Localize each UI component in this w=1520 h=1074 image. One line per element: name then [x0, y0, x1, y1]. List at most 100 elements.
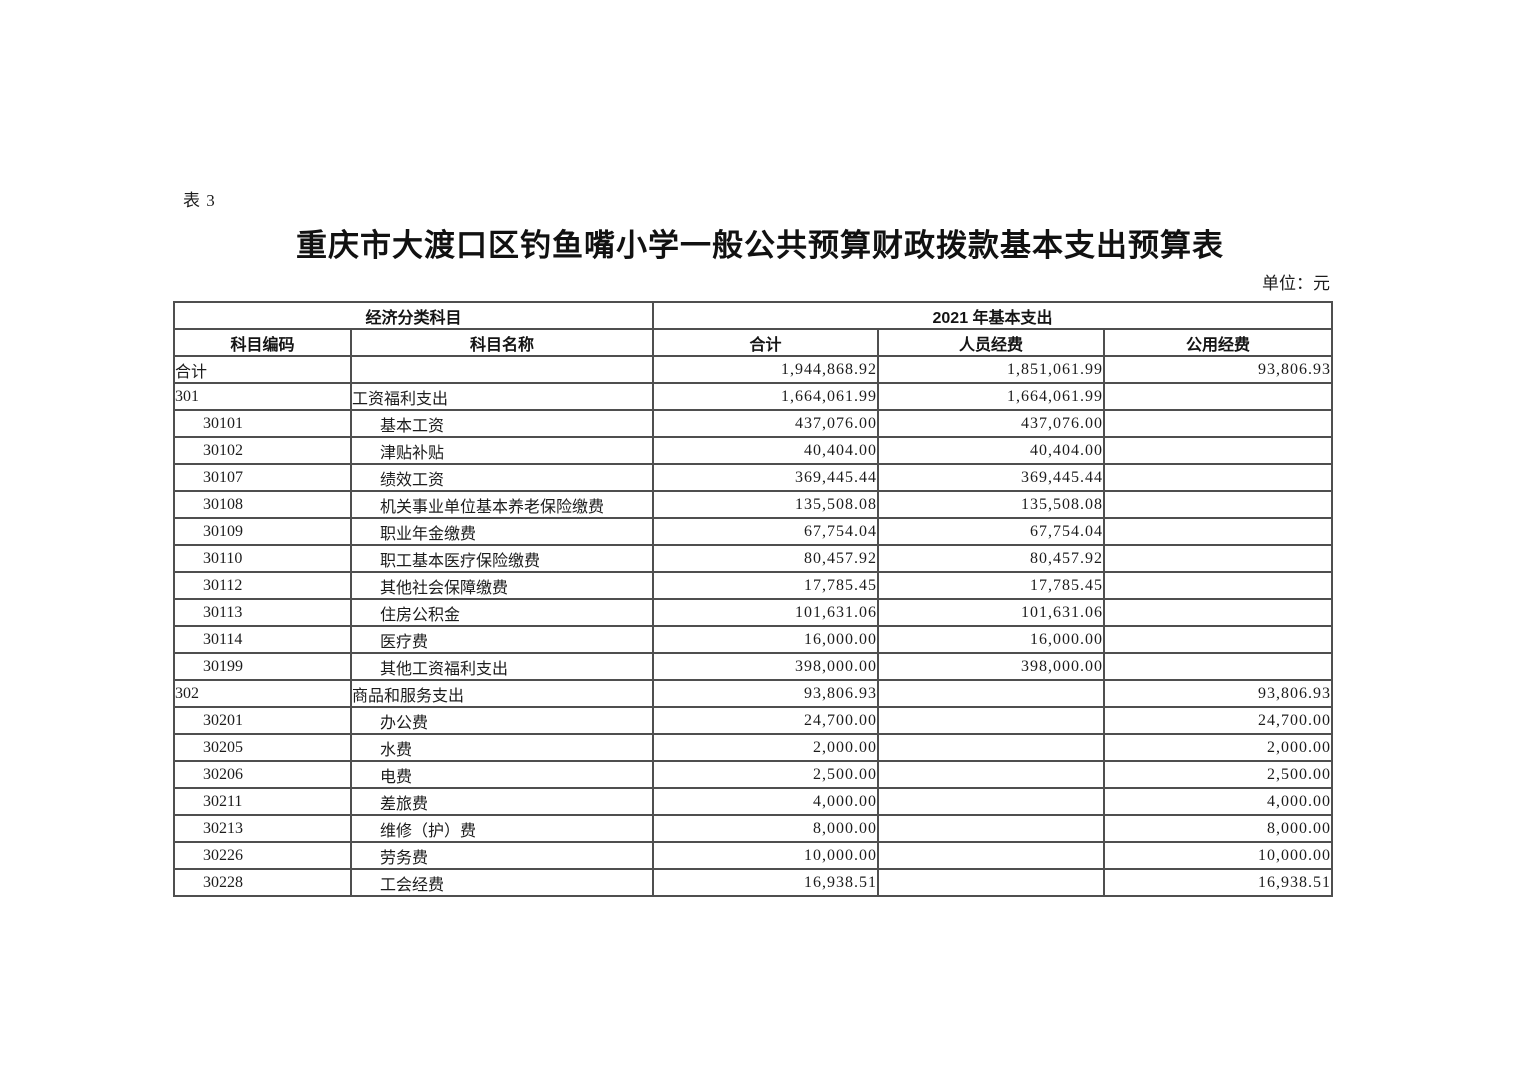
cell-subject-name: 水费	[349, 733, 655, 762]
cell-personnel-funds	[877, 814, 1106, 843]
cell-subject-name: 电费	[349, 760, 655, 789]
header-basic-expenditure-2021: 2021 年基本支出	[652, 301, 1334, 330]
cell-personnel-funds: 398,000.00	[877, 652, 1106, 681]
table-row: 30101 基本工资 437,076.00 437,076.00	[173, 409, 1334, 438]
cell-subject-name: 工资福利支出	[349, 382, 655, 411]
cell-public-funds: 24,700.00	[1103, 706, 1334, 735]
header-columns-row: 科目编码 科目名称 合计 人员经费 公用经费	[173, 328, 1334, 357]
cell-subject-name: 津贴补贴	[349, 436, 655, 465]
cell-personnel-funds: 369,445.44	[877, 463, 1106, 492]
cell-subject-name: 基本工资	[349, 409, 655, 438]
cell-subject-name: 机关事业单位基本养老保险缴费	[349, 490, 655, 519]
table-row: 30110 职工基本医疗保险缴费 80,457.92 80,457.92	[173, 544, 1334, 573]
cell-total: 40,404.00	[652, 436, 880, 465]
cell-total: 8,000.00	[652, 814, 880, 843]
cell-public-funds: 10,000.00	[1103, 841, 1334, 870]
table-row: 30199 其他工资福利支出 398,000.00 398,000.00	[173, 652, 1334, 681]
cell-subject-code: 30205	[173, 733, 352, 762]
cell-total: 1,664,061.99	[652, 382, 880, 411]
cell-total: 398,000.00	[652, 652, 880, 681]
table-row: 30201 办公费 24,700.00 24,700.00	[173, 706, 1334, 735]
cell-personnel-funds: 80,457.92	[877, 544, 1106, 573]
cell-public-funds: 93,806.93	[1103, 679, 1334, 708]
cell-subject-name: 办公费	[349, 706, 655, 735]
cell-subject-code: 30113	[173, 598, 352, 627]
cell-subject-code: 30206	[173, 760, 352, 789]
cell-subject-name: 维修（护）费	[349, 814, 655, 843]
cell-total: 437,076.00	[652, 409, 880, 438]
cell-personnel-funds	[877, 868, 1106, 897]
cell-subject-name: 职工基本医疗保险缴费	[349, 544, 655, 573]
cell-subject-code: 302	[173, 679, 352, 708]
table-row: 30211 差旅费 4,000.00 4,000.00	[173, 787, 1334, 816]
budget-table-header: 经济分类科目 2021 年基本支出 科目编码 科目名称 合计 人员经费 公用经费	[172, 301, 1334, 357]
cell-subject-name: 商品和服务支出	[349, 679, 655, 708]
cell-subject-code: 301	[173, 382, 352, 411]
cell-total: 67,754.04	[652, 517, 880, 546]
header-group-row: 经济分类科目 2021 年基本支出	[172, 301, 1334, 330]
cell-subject-code: 合计	[173, 355, 352, 384]
cell-public-funds: 16,938.51	[1103, 868, 1334, 897]
cell-subject-code: 30112	[173, 571, 352, 600]
table-row: 30113 住房公积金 101,631.06 101,631.06	[173, 598, 1334, 627]
cell-public-funds	[1103, 598, 1334, 627]
cell-total: 4,000.00	[652, 787, 880, 816]
cell-personnel-funds: 1,664,061.99	[877, 382, 1106, 411]
header-subject-name: 科目名称	[349, 328, 655, 357]
cell-subject-code: 30110	[173, 544, 352, 573]
cell-total: 93,806.93	[652, 679, 880, 708]
cell-subject-code: 30199	[173, 652, 352, 681]
cell-personnel-funds: 40,404.00	[877, 436, 1106, 465]
cell-public-funds	[1103, 544, 1334, 573]
cell-total: 80,457.92	[652, 544, 880, 573]
cell-public-funds	[1103, 625, 1334, 654]
cell-personnel-funds: 67,754.04	[877, 517, 1106, 546]
cell-total: 17,785.45	[652, 571, 880, 600]
cell-subject-code: 30211	[173, 787, 352, 816]
document-title: 重庆市大渡口区钓鱼嘴小学一般公共预算财政拨款基本支出预算表	[296, 228, 1224, 263]
cell-subject-name: 劳务费	[349, 841, 655, 870]
budget-table: 经济分类科目 2021 年基本支出 科目编码 科目名称 合计 人员经费 公用经费…	[172, 301, 1334, 897]
cell-total: 1,944,868.92	[652, 355, 880, 384]
header-subject-code: 科目编码	[173, 328, 352, 357]
table-row: 30109 职业年金缴费 67,754.04 67,754.04	[173, 517, 1334, 546]
cell-subject-code: 30101	[173, 409, 352, 438]
table-row: 30102 津贴补贴 40,404.00 40,404.00	[173, 436, 1334, 465]
cell-subject-name: 绩效工资	[349, 463, 655, 492]
cell-total: 369,445.44	[652, 463, 880, 492]
cell-subject-code: 30201	[173, 706, 352, 735]
cell-subject-code: 30107	[173, 463, 352, 492]
cell-personnel-funds: 101,631.06	[877, 598, 1106, 627]
table-row: 30228 工会经费 16,938.51 16,938.51	[173, 868, 1334, 897]
cell-personnel-funds	[877, 679, 1106, 708]
cell-subject-code: 30213	[173, 814, 352, 843]
table-row: 30108 机关事业单位基本养老保险缴费 135,508.08 135,508.08	[173, 490, 1334, 519]
table-row: 30206 电费 2,500.00 2,500.00	[173, 760, 1334, 789]
cell-personnel-funds: 17,785.45	[877, 571, 1106, 600]
table-row: 30205 水费 2,000.00 2,000.00	[173, 733, 1334, 762]
cell-public-funds: 2,000.00	[1103, 733, 1334, 762]
table-row: 30114 医疗费 16,000.00 16,000.00	[173, 625, 1334, 654]
cell-public-funds: 2,500.00	[1103, 760, 1334, 789]
cell-personnel-funds: 437,076.00	[877, 409, 1106, 438]
header-personnel-funds: 人员经费	[877, 328, 1106, 357]
cell-total: 135,508.08	[652, 490, 880, 519]
cell-personnel-funds	[877, 787, 1106, 816]
cell-total: 16,938.51	[652, 868, 880, 897]
table-row: 合计 1,944,868.92 1,851,061.99 93,806.93	[173, 355, 1334, 384]
header-economic-classification: 经济分类科目	[172, 301, 655, 330]
table-row: 30213 维修（护）费 8,000.00 8,000.00	[173, 814, 1334, 843]
cell-public-funds	[1103, 436, 1334, 465]
cell-personnel-funds	[877, 706, 1106, 735]
cell-subject-code: 30109	[173, 517, 352, 546]
unit-note: 单位：元	[1262, 274, 1330, 293]
cell-subject-code: 30226	[173, 841, 352, 870]
cell-subject-name: 医疗费	[349, 625, 655, 654]
table-row: 301 工资福利支出 1,664,061.99 1,664,061.99	[173, 382, 1334, 411]
cell-public-funds	[1103, 517, 1334, 546]
table-number-label: 表 3	[183, 191, 216, 210]
cell-subject-name: 其他工资福利支出	[349, 652, 655, 681]
cell-subject-code: 30114	[173, 625, 352, 654]
cell-public-funds	[1103, 463, 1334, 492]
cell-subject-name: 差旅费	[349, 787, 655, 816]
